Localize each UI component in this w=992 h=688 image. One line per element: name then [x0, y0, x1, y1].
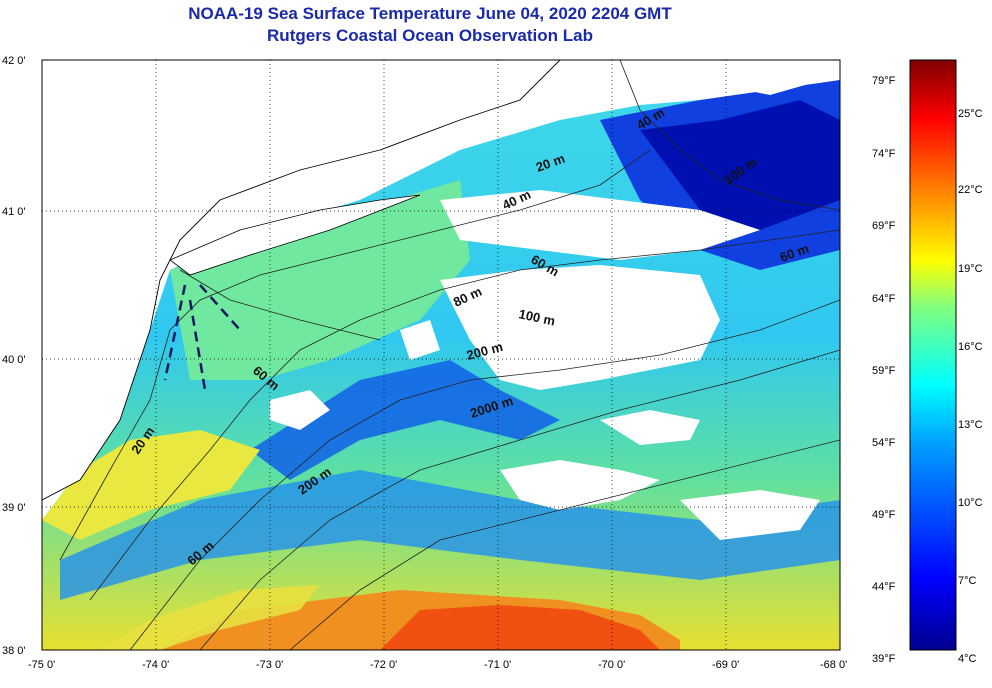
sst-field [42, 60, 840, 650]
latitude-labels: 42 0' 41 0' 40 0' 39 0' 38 0' [2, 55, 26, 657]
map-title: NOAA-19 Sea Surface Temperature June 04,… [188, 4, 672, 23]
lat-label: 39 0' [2, 502, 26, 514]
colorbar-f-label: 64°F [872, 293, 896, 305]
lon-label: -71 0' [484, 659, 511, 671]
colorbar-f-label: 44°F [872, 581, 896, 593]
lon-label: -72 0' [370, 659, 397, 671]
map-border [41, 59, 841, 651]
lon-label: -68 0' [820, 659, 847, 671]
lat-label: 38 0' [2, 645, 26, 657]
lon-label: -69 0' [712, 659, 739, 671]
lat-label: 41 0' [2, 206, 26, 218]
colorbar-f-label: 49°F [872, 509, 896, 521]
map-subtitle: Rutgers Coastal Ocean Observation Lab [267, 26, 593, 45]
lon-label: -74 0' [142, 659, 169, 671]
dashed-transects [163, 284, 241, 391]
colorbar-c-label: 25°C [958, 108, 983, 120]
colorbar-c-labels: 25°C 22°C 19°C 16°C 13°C 10°C 7°C 4°C [958, 108, 983, 665]
colorbar-c-label: 10°C [958, 497, 983, 509]
colorbar-c-label: 22°C [958, 184, 983, 196]
lat-label: 40 0' [2, 354, 26, 366]
colorbar-f-label: 39°F [872, 653, 896, 665]
lat-label: 42 0' [2, 55, 26, 67]
colorbar-f-label: 59°F [872, 365, 896, 377]
bathymetry-contours [59, 60, 840, 650]
colorbar-f-label: 54°F [872, 437, 896, 449]
lon-label: -75 0' [28, 659, 55, 671]
lon-label: -73 0' [256, 659, 283, 671]
lon-label: -70 0' [598, 659, 625, 671]
colorbar-c-label: 19°C [958, 263, 983, 275]
colorbar [909, 59, 957, 651]
colorbar-c-label: 13°C [958, 419, 983, 431]
colorbar-c-label: 16°C [958, 341, 983, 353]
colorbar-f-labels: 79°F 74°F 69°F 64°F 59°F 54°F 49°F 44°F … [872, 75, 896, 665]
colorbar-c-label: 7°C [958, 575, 977, 587]
colorbar-f-label: 79°F [872, 75, 896, 87]
contour-label: 100 m [517, 306, 556, 328]
longitude-labels: -75 0' -74 0' -73 0' -72 0' -71 0' -70 0… [28, 659, 847, 671]
graticule [42, 60, 840, 650]
colorbar-f-label: 74°F [872, 148, 896, 160]
colorbar-f-label: 69°F [872, 220, 896, 232]
colorbar-c-label: 4°C [958, 653, 977, 665]
